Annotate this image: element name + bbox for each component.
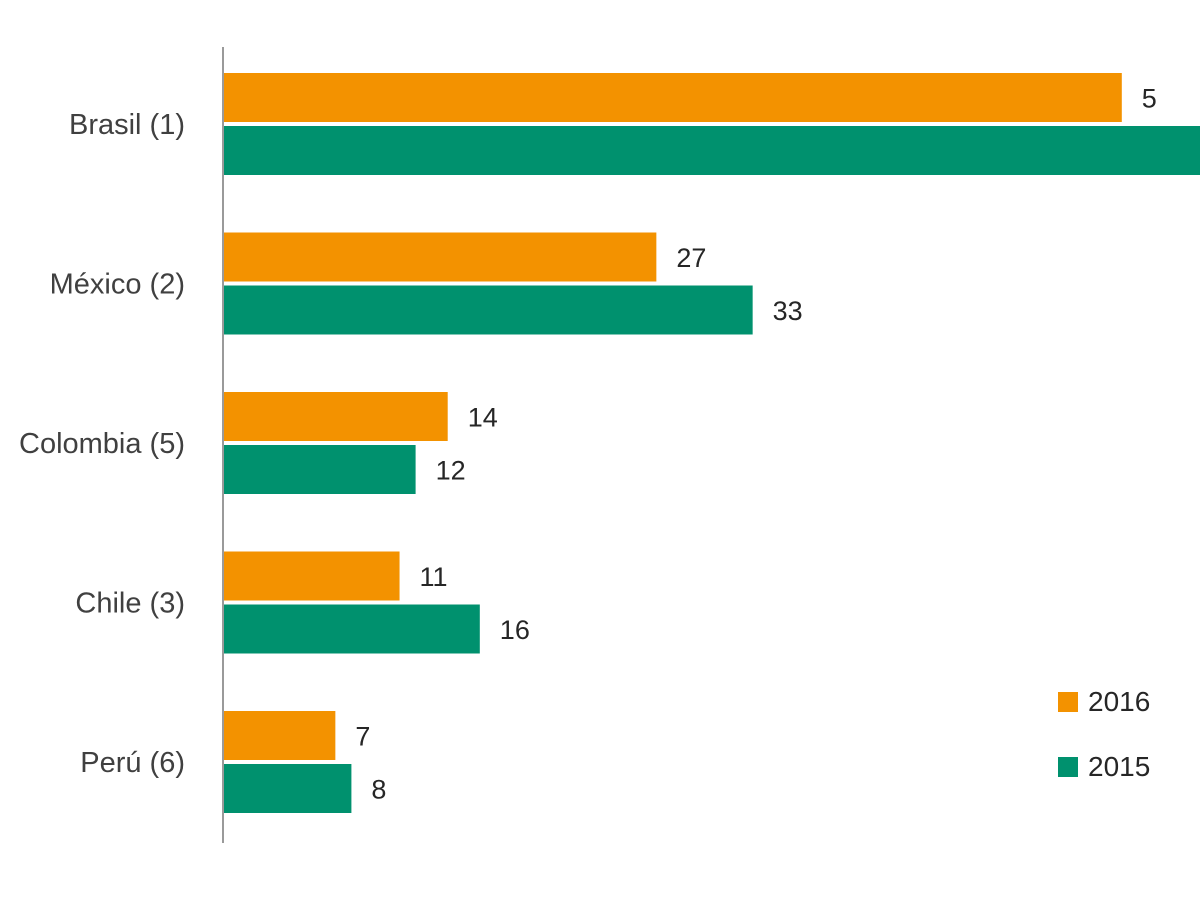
value-label-2016-2: 14 xyxy=(468,403,498,433)
value-label-2016-0: 5 xyxy=(1142,84,1157,114)
legend-label-2016: 2016 xyxy=(1088,686,1150,717)
legend-swatch-2015 xyxy=(1058,757,1078,777)
bar-2015-0 xyxy=(223,126,1200,175)
bar-2015-2 xyxy=(223,445,416,494)
bar-2016-3 xyxy=(223,551,400,601)
bar-2016-4 xyxy=(223,711,336,760)
category-label-2: Colombia (5) xyxy=(19,428,185,460)
bars-group xyxy=(223,73,1200,813)
legend: 2016 2015 xyxy=(1058,686,1150,782)
value-label-2015-2: 12 xyxy=(436,456,466,486)
bar-2015-1 xyxy=(223,285,753,335)
value-label-2016-1: 27 xyxy=(676,243,706,273)
value-label-2015-3: 16 xyxy=(500,615,530,645)
value-label-2016-4: 7 xyxy=(355,722,370,752)
value-label-2015-1: 33 xyxy=(773,296,803,326)
bar-2015-3 xyxy=(223,604,480,654)
category-label-0: Brasil (1) xyxy=(69,109,185,141)
category-label-3: Chile (3) xyxy=(75,588,185,620)
value-label-2015-4: 8 xyxy=(371,775,386,805)
legend-swatch-2016 xyxy=(1058,692,1078,712)
category-label-1: México (2) xyxy=(50,269,185,301)
bar-2016-1 xyxy=(223,232,657,282)
bar-2015-4 xyxy=(223,764,352,813)
category-labels: Brasil (1) México (2) Colombia (5) Chile (3… xyxy=(19,109,185,779)
value-label-2016-3: 11 xyxy=(420,562,448,592)
bar-2016-0 xyxy=(223,73,1122,122)
category-label-4: Perú (6) xyxy=(80,747,185,779)
legend-label-2015: 2015 xyxy=(1088,751,1150,782)
bar-2016-2 xyxy=(223,392,448,441)
